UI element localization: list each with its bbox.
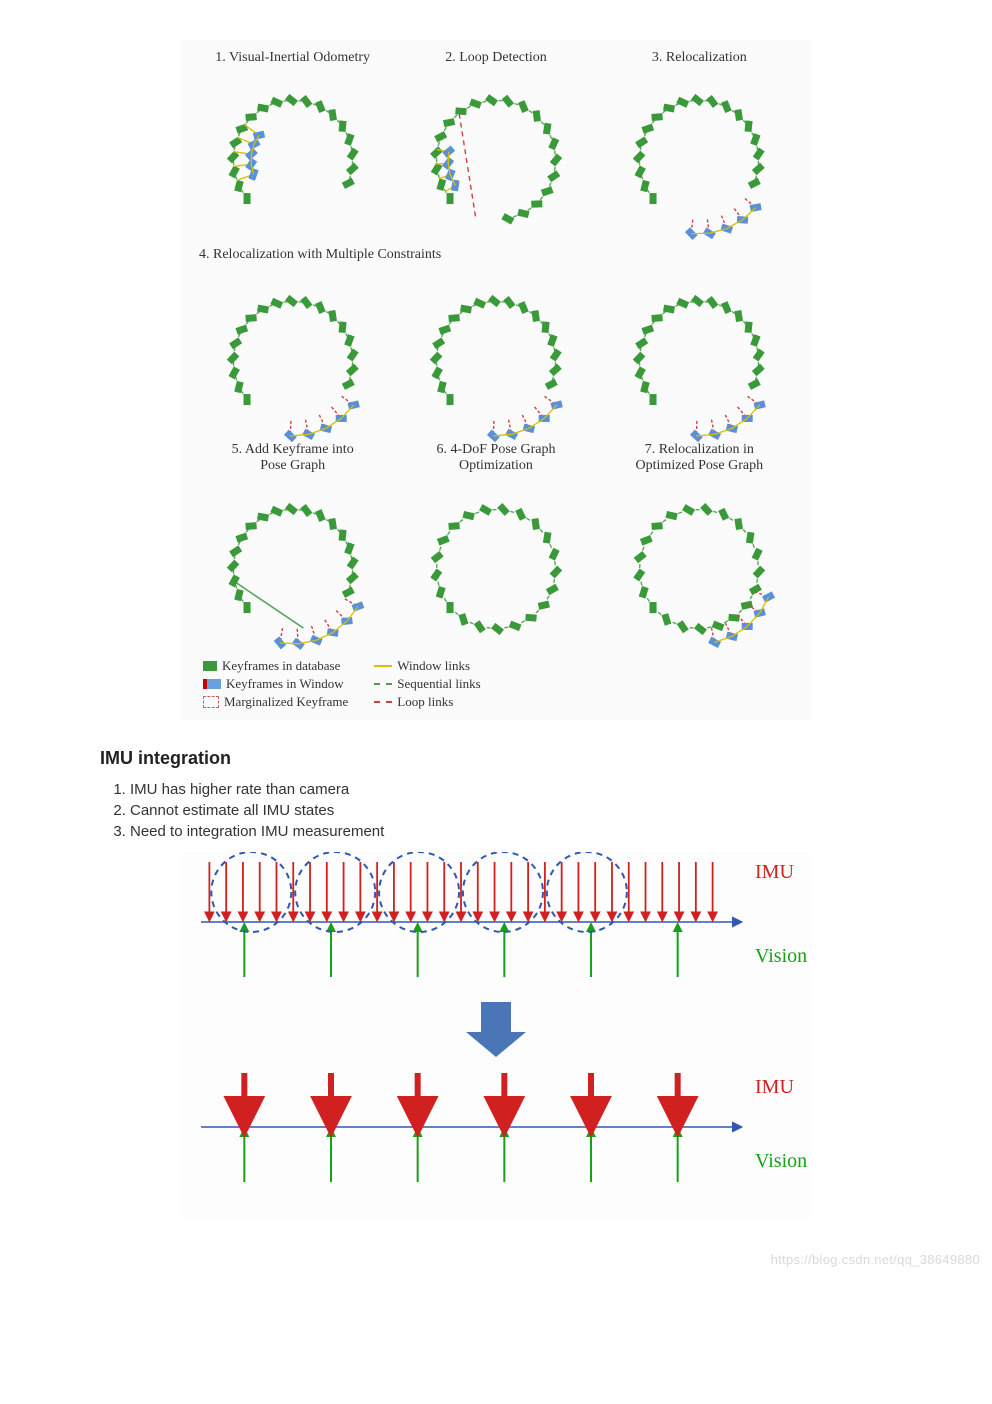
svg-text:Vision: Vision [755,1150,807,1172]
legend-item: Window links [374,658,480,674]
panel-title: 2. Loop Detection [445,50,546,67]
figure1-panel: 1. Visual-Inertial Odometry [191,50,394,241]
section-heading: IMU integration [100,748,892,769]
figure1-panel: 3. Relocalization [598,50,801,241]
panel-title: 1. Visual-Inertial Odometry [215,50,370,67]
legend-item: Keyframes in database [203,658,348,674]
legend-item: Sequential links [374,676,480,692]
bullet-item: Need to integration IMU measurement [130,823,892,840]
panel-title: 3. Relocalization [652,50,747,67]
bullet-item: IMU has higher rate than camera [130,781,892,798]
legend-item: Loop links [374,694,480,710]
panel-title: 4. Relocalization with Multiple Constrai… [191,247,801,264]
figure1-panel: 7. Relocalization in Optimized Pose Grap… [598,442,801,650]
bullet-item: Cannot estimate all IMU states [130,802,892,819]
figure1-panel: 6. 4-DoF Pose Graph Optimization [394,442,597,650]
figure1-panel: 5. Add Keyframe into Pose Graph [191,442,394,650]
svg-text:Vision: Vision [755,945,807,967]
watermark: https://blog.csdn.net/qq_38649880 [771,1252,980,1267]
legend-item: Keyframes in Window [203,676,348,692]
panel-title: 6. 4-DoF Pose Graph Optimization [436,442,555,476]
figure1-panel [598,268,801,442]
legend-item: Marginalized Keyframe [203,694,348,710]
section-bullets: IMU has higher rate than camera Cannot es… [130,781,892,840]
svg-text:IMU: IMU [755,861,794,883]
figure1-panel [394,268,597,442]
panel-title: 5. Add Keyframe into Pose Graph [232,442,354,476]
panel-title: 7. Relocalization in Optimized Pose Grap… [636,442,764,476]
figure1-panel: 2. Loop Detection [394,50,597,241]
figure1-legend: Keyframes in database Keyframes in Window… [191,658,801,710]
pose-graph-figure: 1. Visual-Inertial Odometry 2. Loop Detec… [181,40,811,720]
imu-integration-figure: IMU Vision IMU Vision [181,852,811,1217]
svg-text:IMU: IMU [755,1076,794,1098]
figure1-panel [191,268,394,442]
